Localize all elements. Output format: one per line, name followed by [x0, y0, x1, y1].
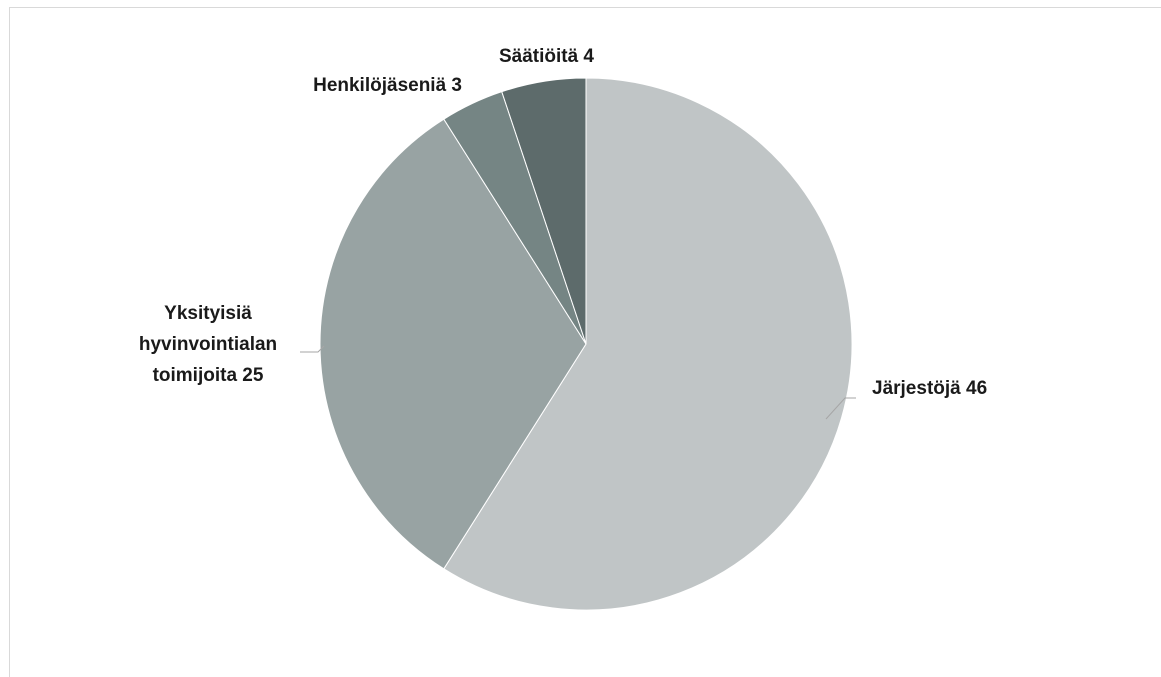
- data-label-line: toimijoita 25: [153, 365, 264, 386]
- data-label-line: Järjestöjä 46: [872, 378, 987, 399]
- data-label: Säätiöitä 4: [499, 46, 594, 67]
- data-label-line: Henkilöjäseniä 3: [313, 75, 462, 96]
- leader-line: [825, 397, 856, 420]
- data-label-line: Säätiöitä 4: [499, 46, 594, 67]
- pie-slice: [443, 77, 853, 611]
- data-label: Järjestöjä 46: [872, 378, 987, 399]
- data-label-line: Yksityisiä: [164, 303, 252, 324]
- chart-area: [9, 7, 1161, 677]
- data-label: Henkilöjäseniä 3: [313, 75, 462, 96]
- data-label-line: hyvinvointialan: [139, 334, 277, 355]
- data-label: Yksityisiä hyvinvointialan toimijoita 25: [139, 303, 277, 386]
- leader-line: [300, 345, 325, 353]
- pie-slice: [501, 77, 587, 345]
- pie-slice: [319, 118, 587, 570]
